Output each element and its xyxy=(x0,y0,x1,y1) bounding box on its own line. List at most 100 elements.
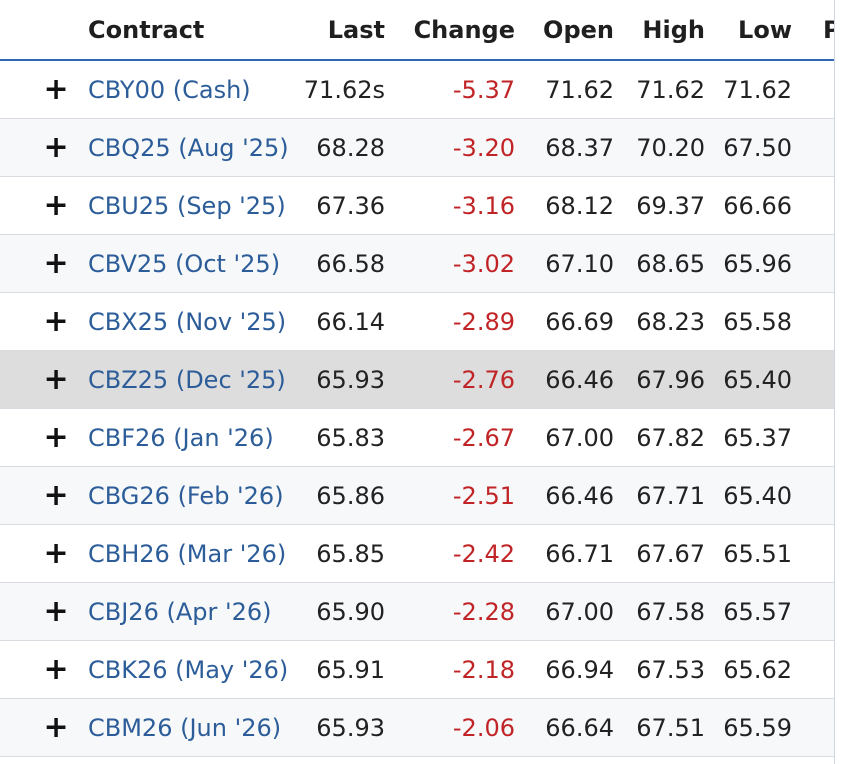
last-price: 65.93 xyxy=(316,365,385,394)
low-price: 65.40 xyxy=(723,365,792,394)
table-row[interactable]: + CBF26 (Jan '26) 65.83 -2.67 67.00 67.8… xyxy=(0,409,834,467)
high-column-header[interactable]: High xyxy=(642,15,705,44)
last-column-header[interactable]: Last xyxy=(327,15,385,44)
low-price: 65.37 xyxy=(723,423,792,452)
low-price: 71.62 xyxy=(723,75,792,104)
low-price: 65.58 xyxy=(723,307,792,336)
high-price: 67.71 xyxy=(636,481,705,510)
low-price: 65.57 xyxy=(723,597,792,626)
contract-link[interactable]: CBQ25 (Aug '25) xyxy=(88,133,289,162)
expand-plus-icon[interactable]: + xyxy=(43,245,69,281)
low-price: 66.66 xyxy=(723,191,792,220)
contract-link[interactable]: CBK26 (May '26) xyxy=(88,655,289,684)
price-change: -2.76 xyxy=(452,365,515,394)
price-change: -2.67 xyxy=(452,423,515,452)
high-price: 67.82 xyxy=(636,423,705,452)
high-price: 68.23 xyxy=(636,307,705,336)
high-price: 68.65 xyxy=(636,249,705,278)
table-row[interactable]: + CBH26 (Mar '26) 65.85 -2.42 66.71 67.6… xyxy=(0,525,834,583)
low-price: 65.62 xyxy=(723,655,792,684)
table-row[interactable]: + CBX25 (Nov '25) 66.14 -2.89 66.69 68.2… xyxy=(0,293,834,351)
contract-link[interactable]: CBH26 (Mar '26) xyxy=(88,539,287,568)
contract-link[interactable]: CBU25 (Sep '25) xyxy=(88,191,286,220)
expand-plus-icon[interactable]: + xyxy=(43,71,69,107)
open-price: 66.64 xyxy=(545,713,614,742)
open-price: 67.00 xyxy=(545,597,614,626)
price-change: -2.89 xyxy=(452,307,515,336)
last-price: 65.91 xyxy=(316,655,385,684)
expand-plus-icon[interactable]: + xyxy=(43,709,69,745)
change-column-header[interactable]: Change xyxy=(413,15,515,44)
last-price: 66.58 xyxy=(316,249,385,278)
expand-plus-icon[interactable]: + xyxy=(43,593,69,629)
low-column-header[interactable]: Low xyxy=(738,15,792,44)
last-price: 68.28 xyxy=(316,133,385,162)
expand-plus-icon[interactable]: + xyxy=(43,361,69,397)
last-price: 65.86 xyxy=(316,481,385,510)
last-price: 66.14 xyxy=(316,307,385,336)
low-price: 65.96 xyxy=(723,249,792,278)
open-price: 66.46 xyxy=(545,365,614,394)
open-price: 66.46 xyxy=(545,481,614,510)
low-price: 67.50 xyxy=(723,133,792,162)
open-price: 68.37 xyxy=(545,133,614,162)
expand-plus-icon[interactable]: + xyxy=(43,129,69,165)
high-price: 67.67 xyxy=(636,539,705,568)
open-price: 66.69 xyxy=(545,307,614,336)
table-row[interactable]: + CBQ25 (Aug '25) 68.28 -3.20 68.37 70.2… xyxy=(0,119,834,177)
last-price: 65.90 xyxy=(316,597,385,626)
last-price: 65.85 xyxy=(316,539,385,568)
expand-plus-icon[interactable]: + xyxy=(43,651,69,687)
open-price: 67.10 xyxy=(545,249,614,278)
open-price: 66.94 xyxy=(545,655,614,684)
table-row[interactable]: + CBV25 (Oct '25) 66.58 -3.02 67.10 68.6… xyxy=(0,235,834,293)
table-row[interactable]: + CBM26 (Jun '26) 65.93 -2.06 66.64 67.5… xyxy=(0,699,834,757)
open-price: 66.71 xyxy=(545,539,614,568)
contract-link[interactable]: CBF26 (Jan '26) xyxy=(88,423,274,452)
high-price: 67.51 xyxy=(636,713,705,742)
contract-column-header[interactable]: Contract xyxy=(88,15,205,44)
price-change: -2.28 xyxy=(452,597,515,626)
table-header-row: Contract Last Change Open High Low P xyxy=(0,0,834,61)
expand-plus-icon[interactable]: + xyxy=(43,187,69,223)
price-change: -3.20 xyxy=(452,133,515,162)
last-price: 65.83 xyxy=(316,423,385,452)
contract-link[interactable]: CBX25 (Nov '25) xyxy=(88,307,287,336)
price-change: -3.16 xyxy=(452,191,515,220)
futures-quotes-table: Contract Last Change Open High Low P + C… xyxy=(0,0,835,764)
high-price: 71.62 xyxy=(636,75,705,104)
high-price: 67.58 xyxy=(636,597,705,626)
expand-plus-icon[interactable]: + xyxy=(43,535,69,571)
last-price: 67.36 xyxy=(316,191,385,220)
high-price: 69.37 xyxy=(636,191,705,220)
table-row[interactable]: + CBJ26 (Apr '26) 65.90 -2.28 67.00 67.5… xyxy=(0,583,834,641)
next-column-header-partial[interactable]: P xyxy=(823,0,834,59)
table-row[interactable]: + CBG26 (Feb '26) 65.86 -2.51 66.46 67.7… xyxy=(0,467,834,525)
contract-link[interactable]: CBJ26 (Apr '26) xyxy=(88,597,272,626)
last-price: 71.62s xyxy=(303,75,385,104)
table-row-highlighted[interactable]: + CBZ25 (Dec '25) 65.93 -2.76 66.46 67.9… xyxy=(0,351,834,409)
contract-link[interactable]: CBG26 (Feb '26) xyxy=(88,481,284,510)
open-column-header[interactable]: Open xyxy=(543,15,614,44)
expand-plus-icon[interactable]: + xyxy=(43,477,69,513)
price-change: -3.02 xyxy=(452,249,515,278)
low-price: 65.59 xyxy=(723,713,792,742)
open-price: 71.62 xyxy=(545,75,614,104)
high-price: 70.20 xyxy=(636,133,705,162)
high-price: 67.96 xyxy=(636,365,705,394)
table-row[interactable]: + CBK26 (May '26) 65.91 -2.18 66.94 67.5… xyxy=(0,641,834,699)
contract-link[interactable]: CBY00 (Cash) xyxy=(88,75,251,104)
table-row[interactable]: + CBY00 (Cash) 71.62s -5.37 71.62 71.62 … xyxy=(0,61,834,119)
low-price: 65.40 xyxy=(723,481,792,510)
expand-plus-icon[interactable]: + xyxy=(43,303,69,339)
contract-link[interactable]: CBZ25 (Dec '25) xyxy=(88,365,286,394)
table-row[interactable]: + CBU25 (Sep '25) 67.36 -3.16 68.12 69.3… xyxy=(0,177,834,235)
expand-plus-icon[interactable]: + xyxy=(43,419,69,455)
open-price: 68.12 xyxy=(545,191,614,220)
price-change: -2.06 xyxy=(452,713,515,742)
contract-link[interactable]: CBV25 (Oct '25) xyxy=(88,249,281,278)
contract-link[interactable]: CBM26 (Jun '26) xyxy=(88,713,282,742)
price-change: -2.18 xyxy=(452,655,515,684)
price-change: -5.37 xyxy=(452,75,515,104)
high-price: 67.53 xyxy=(636,655,705,684)
